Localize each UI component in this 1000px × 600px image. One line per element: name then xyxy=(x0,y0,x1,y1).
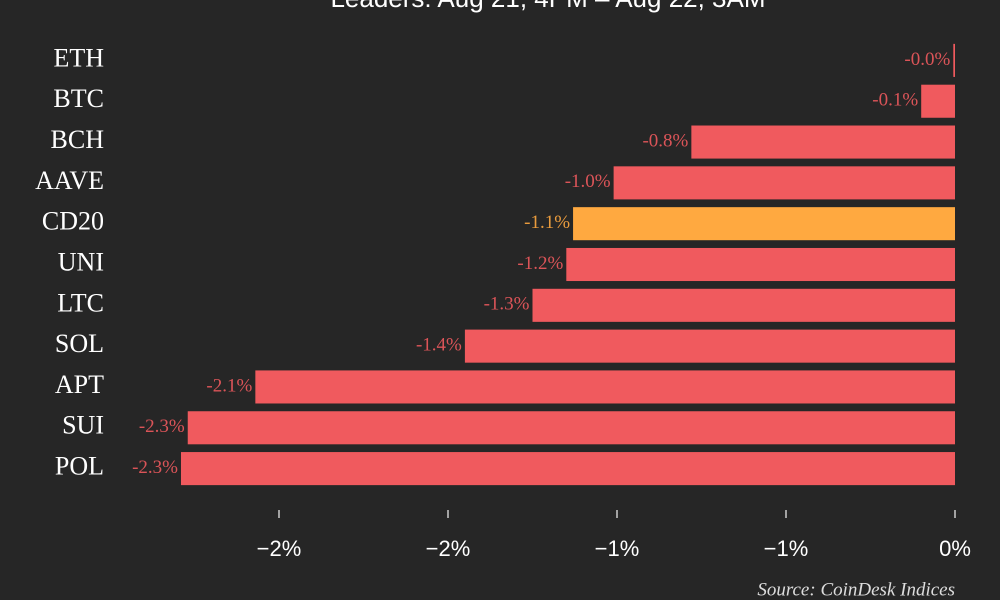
bar xyxy=(464,329,955,363)
y-tick-label: SOL xyxy=(55,329,104,358)
value-label: -1.4% xyxy=(416,334,462,355)
y-tick-label: CD20 xyxy=(42,207,104,236)
chart-title: Leaders: Aug 21, 4PM – Aug 22, 3AM xyxy=(330,0,765,13)
y-tick-label: LTC xyxy=(57,288,104,317)
value-label: -0.0% xyxy=(904,49,950,70)
bar xyxy=(255,370,956,404)
value-label: -2.1% xyxy=(206,375,252,396)
x-tick-label: −1% xyxy=(595,536,640,561)
y-tick-label: ETH xyxy=(53,43,104,72)
bar xyxy=(573,207,955,241)
value-label: -2.3% xyxy=(139,416,185,437)
y-tick-label: UNI xyxy=(58,247,104,276)
value-label: -1.2% xyxy=(517,253,563,274)
value-label: -1.1% xyxy=(524,212,570,233)
source-note: Source: CoinDesk Indices xyxy=(757,579,955,600)
value-label: -0.8% xyxy=(642,130,688,151)
bar xyxy=(180,452,956,486)
y-tick-label: SUI xyxy=(62,411,104,440)
x-tick-label: −2% xyxy=(257,536,302,561)
x-tick-label: −2% xyxy=(426,536,471,561)
y-tick-label: AAVE xyxy=(35,166,104,195)
x-tick-label: 0% xyxy=(939,536,971,561)
y-tick-label: BTC xyxy=(53,84,104,113)
value-label: -1.3% xyxy=(484,294,530,315)
bar xyxy=(566,247,955,282)
bar xyxy=(953,43,955,77)
bar xyxy=(187,411,956,445)
value-label: -2.3% xyxy=(132,457,178,478)
value-label: -0.1% xyxy=(872,90,918,111)
y-tick-label: BCH xyxy=(51,125,105,154)
x-tick-label: −1% xyxy=(764,536,809,561)
y-tick-label: APT xyxy=(55,370,104,399)
bar xyxy=(921,84,955,118)
bar xyxy=(691,125,955,159)
y-tick-label: POL xyxy=(55,452,104,481)
bar xyxy=(532,288,955,322)
value-label: -1.0% xyxy=(565,171,611,192)
bar xyxy=(613,166,955,200)
